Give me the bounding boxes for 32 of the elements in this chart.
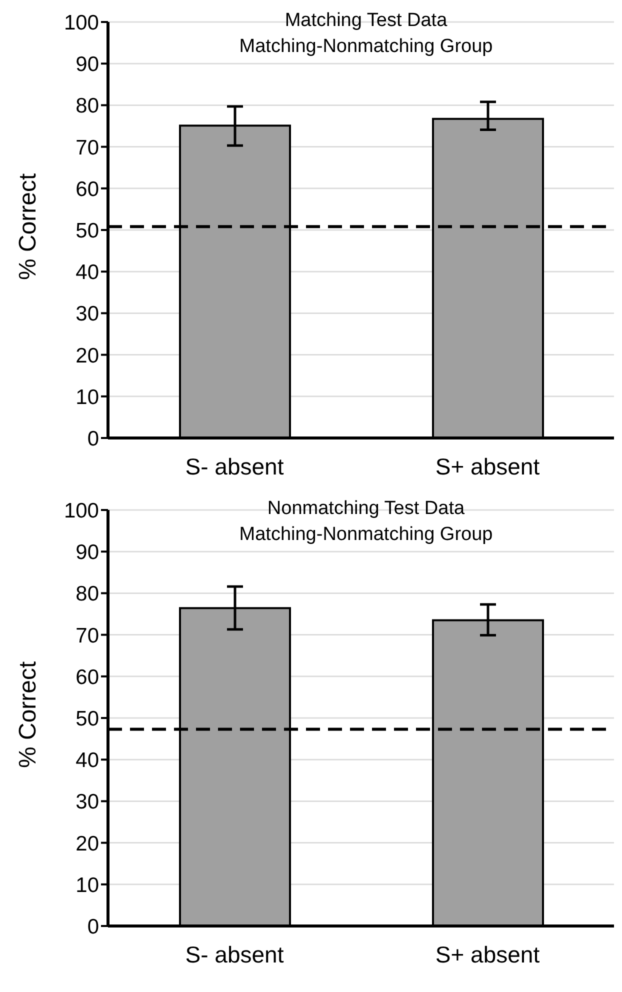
y-tick-label: 70	[76, 136, 99, 160]
y-tick-label: 100	[64, 11, 99, 34]
y-tick-label: 40	[76, 749, 99, 772]
y-tick-label: 90	[76, 53, 99, 76]
chart-title: Nonmatching Test Data	[266, 497, 466, 521]
y-tick-label: 20	[76, 344, 99, 368]
x-tick-label: S+ absent	[435, 941, 540, 968]
y-tick-label: 30	[76, 302, 99, 326]
y-axis-title: % Correct	[14, 660, 42, 768]
y-tick-label: 50	[76, 219, 99, 242]
y-tick-label: 20	[76, 832, 99, 856]
y-tick-label: 0	[87, 915, 99, 938]
y-tick-label: 80	[76, 94, 99, 118]
y-tick-label: 90	[76, 541, 99, 564]
y-tick-label: 0	[87, 427, 99, 450]
x-tick-label: S+ absent	[435, 453, 540, 480]
text: Matching-Nonmatching Group	[238, 523, 494, 547]
y-tick-label: 60	[76, 178, 99, 201]
x-tick-label: S- absent	[185, 453, 284, 480]
chart-title: Matching Test Data	[284, 9, 448, 33]
y-tick-label: 60	[76, 666, 99, 689]
y-tick-label: 50	[76, 707, 99, 730]
y-tick-label: 80	[76, 582, 99, 606]
text: Matching-Nonmatching Group	[238, 35, 494, 59]
y-tick-label: 10	[76, 386, 99, 409]
y-tick-label: 40	[76, 261, 99, 284]
y-tick-label: 10	[76, 874, 99, 897]
y-tick-label: 30	[76, 790, 99, 814]
y-axis-title: % Correct	[14, 172, 42, 280]
y-tick-label: 100	[64, 499, 99, 522]
x-tick-label: S- absent	[185, 941, 284, 968]
y-tick-label: 70	[76, 624, 99, 648]
